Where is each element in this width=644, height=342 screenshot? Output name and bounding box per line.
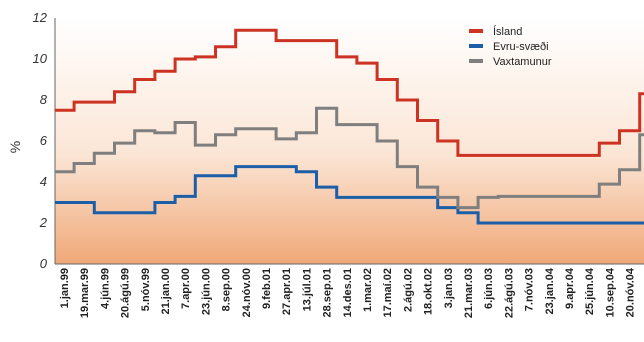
x-tick-label: 23.jún.00	[200, 268, 212, 315]
x-tick-label: 28.sep.01	[322, 268, 334, 318]
x-tick-label: 25.jún.04	[584, 267, 596, 315]
legend: Ísland Evru-svæði Vaxtamunur	[469, 25, 552, 68]
x-tick-label: 20.nóv.04	[625, 267, 637, 317]
x-tick-label: 7.nóv.03	[524, 268, 536, 311]
y-tick-label: 12	[33, 10, 48, 25]
x-tick-label: 21.mar.03	[463, 268, 475, 318]
x-tick-label: 9.apr.04	[564, 267, 576, 309]
x-tick-label: 3.jan.03	[443, 268, 455, 308]
x-tick-label: 21.jan.00	[160, 268, 172, 314]
x-tick-label: 1.mar.02	[362, 268, 374, 312]
series-line-vaxtamunur	[55, 106, 644, 210]
x-tick-label: 24.nóv.00	[241, 268, 253, 317]
x-tick-label: 8.sep.00	[221, 268, 233, 311]
y-tick-label: 10	[33, 51, 48, 66]
legend-marker-island	[469, 29, 483, 33]
plot-area-background	[55, 18, 644, 264]
legend-label-island: Ísland	[493, 25, 522, 38]
x-tick-label: 20.ágú.99	[120, 268, 132, 318]
series-line-island	[55, 28, 644, 157]
legend-marker-evru-sv-i	[469, 44, 483, 48]
x-tick-label: 27.apr.01	[281, 268, 293, 315]
legend-marker-vaxtamunur	[469, 59, 483, 63]
x-tick-label: 7.apr.00	[180, 268, 192, 309]
x-tick-label: 2.ágú.02	[402, 268, 414, 312]
y-axis-label: %	[7, 141, 23, 153]
x-tick-label: 19.mar.99	[79, 268, 91, 318]
series-layer	[55, 28, 644, 225]
series-line-evru-sv-i	[55, 165, 644, 225]
y-tick-label: 0	[40, 256, 48, 271]
y-tick-label: 8	[40, 92, 48, 107]
x-tick-label: 14.des.01	[342, 268, 354, 318]
x-tick-label: 5.nóv.99	[140, 268, 152, 311]
x-tick-label: 18.okt.02	[423, 268, 435, 315]
y-ticks: 0 2 4 6 8 10 12	[33, 10, 48, 271]
x-tick-label: 22.ágú.03	[503, 268, 515, 318]
y-tick-label: 2	[39, 215, 48, 230]
legend-label-evru-sv-i: Evru-svæði	[493, 41, 549, 53]
y-tick-label: 6	[40, 133, 48, 148]
x-tick-label: 23.jan.04	[544, 267, 556, 314]
y-tick-label: 4	[40, 174, 47, 189]
x-tick-label: 6.jún.03	[483, 268, 495, 309]
legend-label-vaxtamunur: Vaxtamunur	[493, 56, 552, 68]
x-tick-label: 1.jan.99	[59, 268, 71, 308]
x-tick-label: 10.sep.04	[604, 267, 616, 317]
x-tick-label: 13.júl.01	[301, 268, 313, 311]
x-ticks: 1.jan.99 19.mar.99 4.jún.99 20.ágú.99 5.nóv.…	[59, 267, 637, 318]
x-tick-label: 4.jún.99	[99, 268, 111, 309]
x-tick-label: 17.maí.02	[382, 268, 394, 318]
x-tick-label: 9.feb.01	[261, 268, 273, 309]
